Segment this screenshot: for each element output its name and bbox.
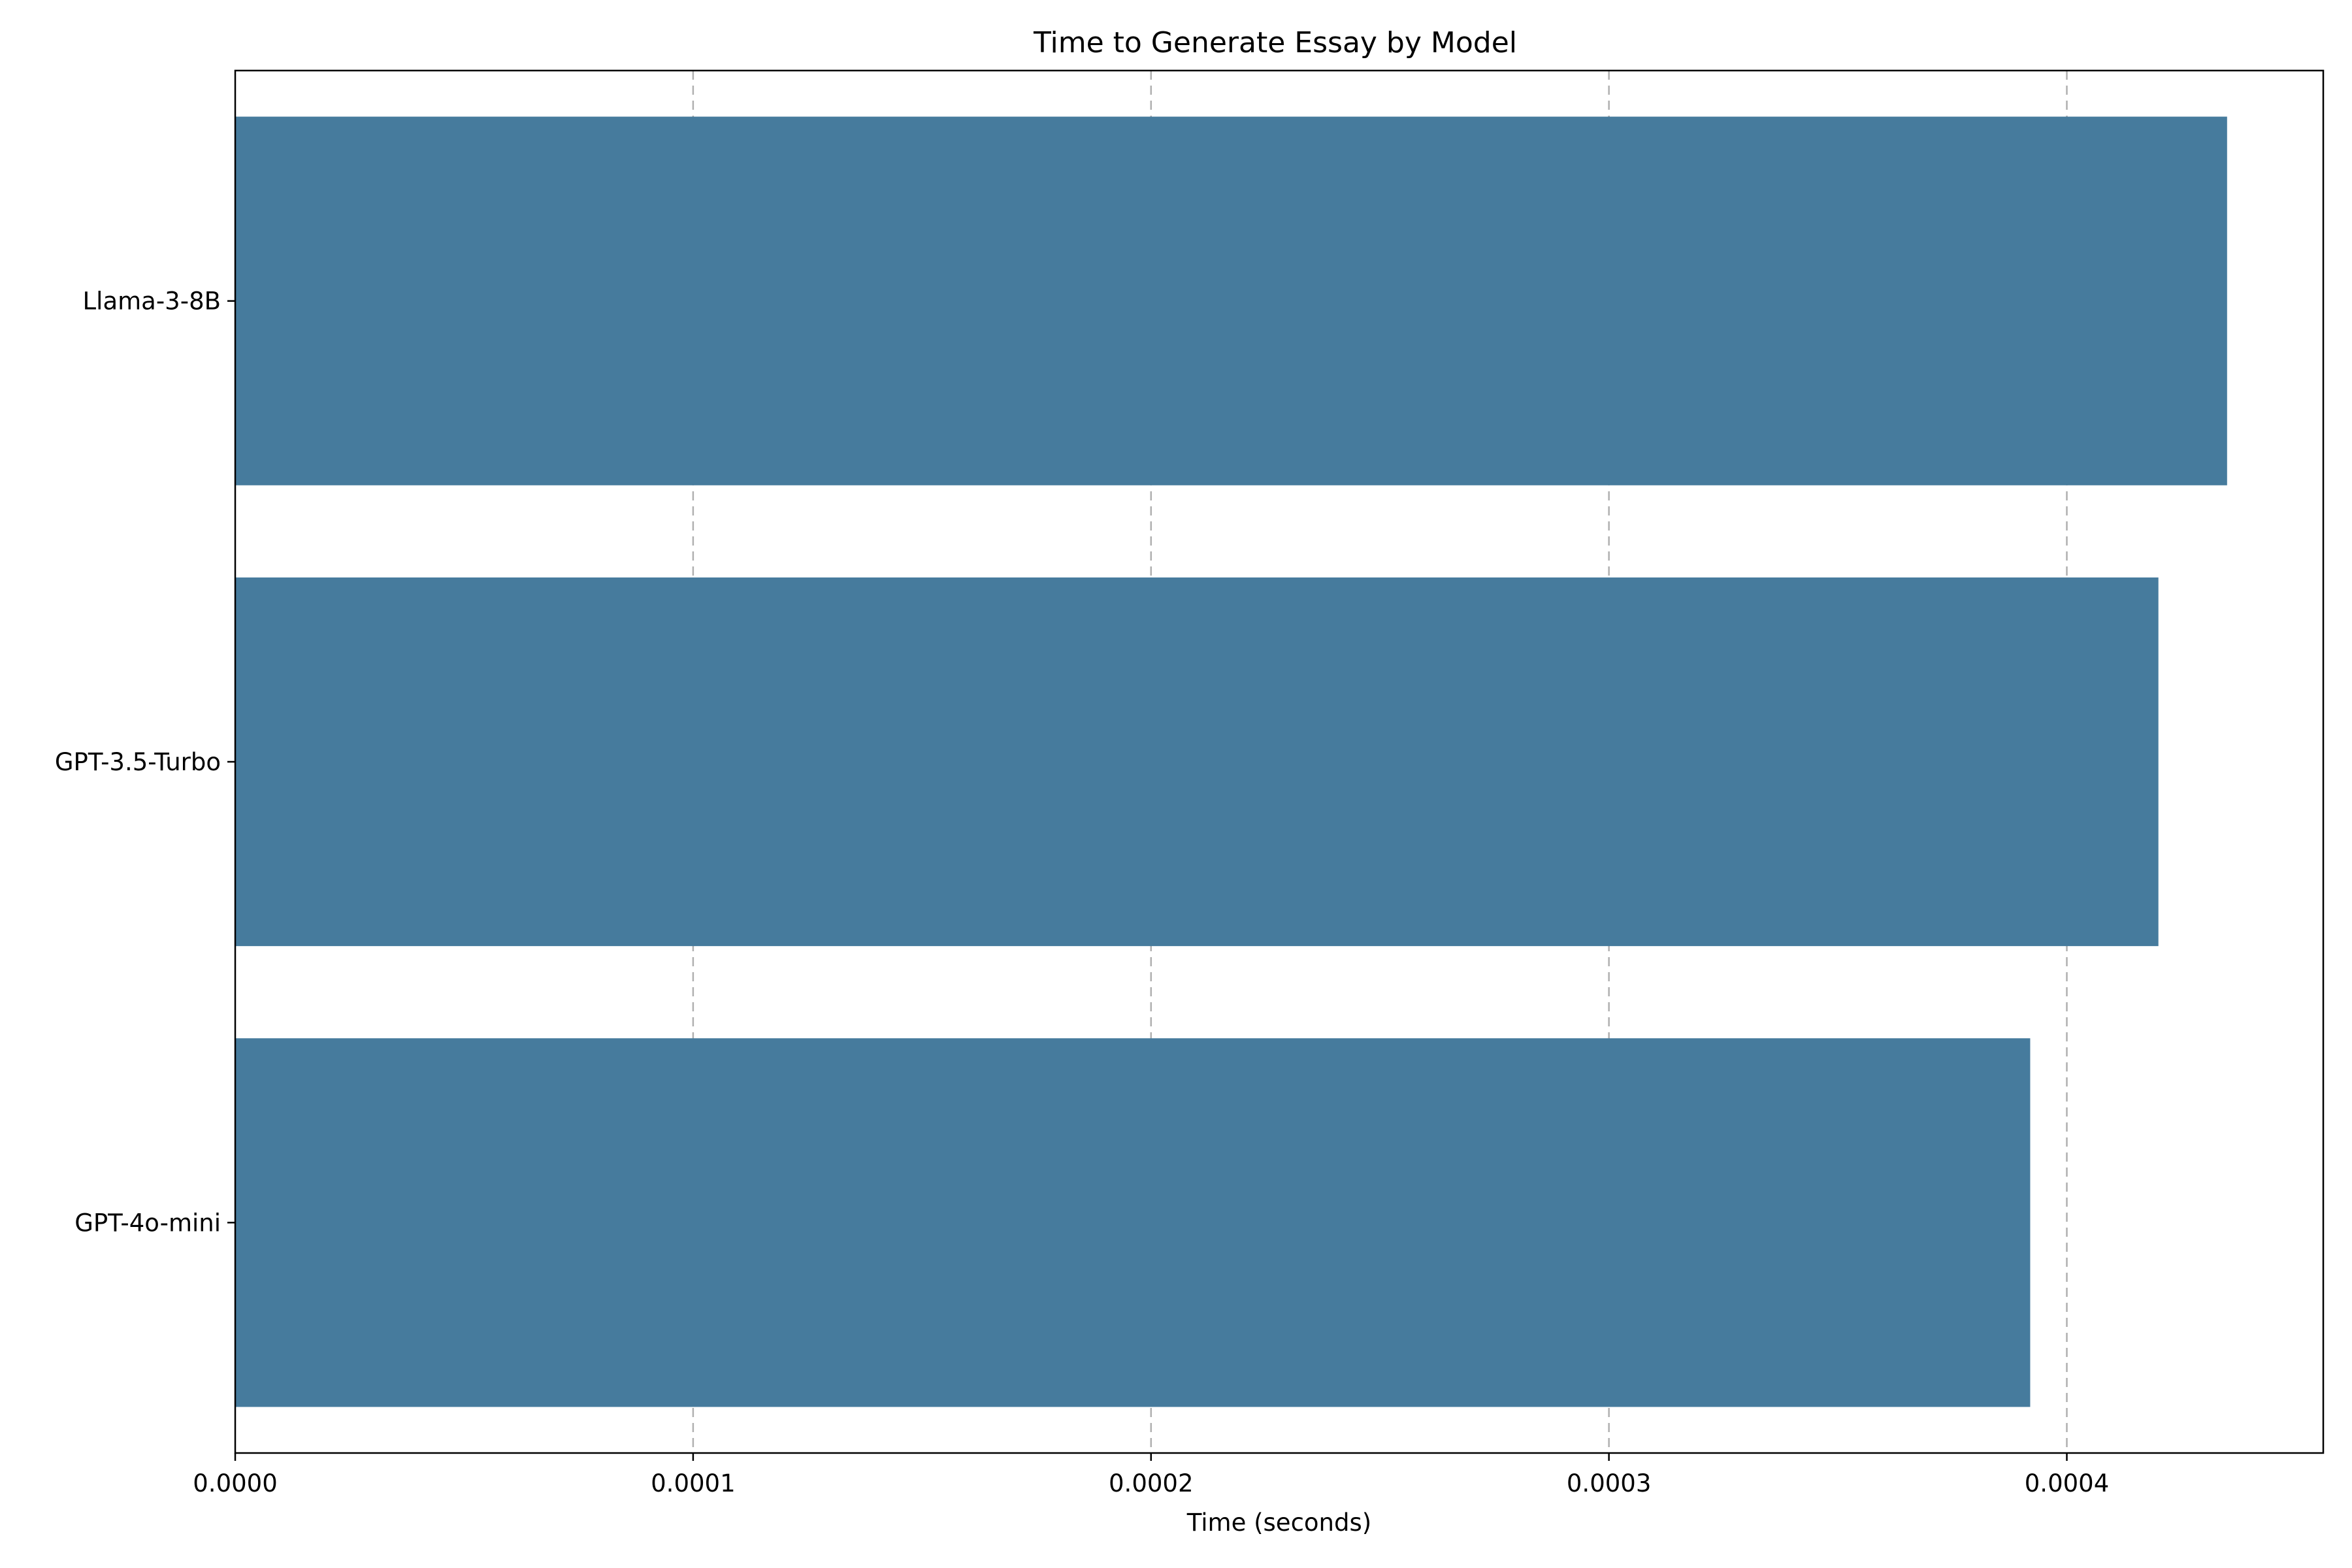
bar	[235, 577, 2159, 947]
x-tick-label: 0.0002	[1109, 1469, 1193, 1497]
y-tick-label: GPT-4o-mini	[74, 1209, 221, 1237]
x-tick-label: 0.0000	[193, 1469, 277, 1497]
x-tick-label: 0.0001	[651, 1469, 735, 1497]
x-tick-label: 0.0003	[1567, 1469, 1651, 1497]
chart-title: Time to Generate Essay by Model	[1033, 26, 1517, 59]
y-axis: Llama-3-8B GPT-3.5-Turbo GPT-4o-mini	[55, 287, 235, 1237]
y-tick-label: Llama-3-8B	[83, 287, 221, 316]
bar	[235, 116, 2227, 485]
bars	[235, 116, 2227, 1407]
y-tick-label: GPT-3.5-Turbo	[55, 748, 221, 776]
bar	[235, 1038, 2031, 1407]
x-axis-label: Time (seconds)	[1186, 1509, 1371, 1537]
x-axis: 0.0000 0.0001 0.0002 0.0003 0.0004	[193, 1453, 2109, 1497]
x-tick-label: 0.0004	[2025, 1469, 2109, 1497]
